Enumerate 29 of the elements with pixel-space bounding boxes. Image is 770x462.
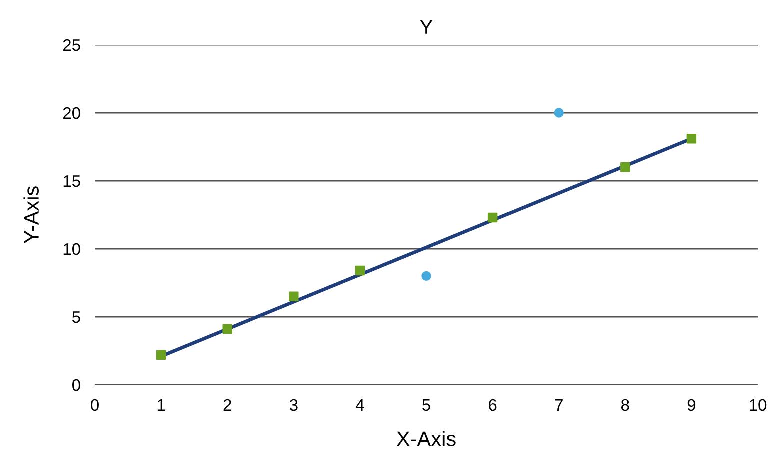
x-tick-label: 7	[555, 400, 563, 411]
point	[289, 292, 299, 302]
x-tick-label: 0	[91, 399, 99, 412]
x-tick-label: 2	[224, 399, 232, 411]
point	[355, 266, 366, 276]
point	[686, 134, 697, 144]
y-tick-label: 25	[63, 39, 80, 52]
x-axis-title: X-Axis	[396, 431, 456, 446]
x-tick-label: 9	[688, 399, 696, 412]
y-tick-label: 10	[64, 243, 80, 256]
y-tick-label: 15	[64, 176, 80, 188]
x-tick-label: 5	[422, 400, 430, 412]
point	[156, 350, 166, 360]
x-tick-label: 4	[356, 400, 364, 411]
y-tick-label: 0	[72, 379, 80, 392]
point	[488, 212, 498, 223]
y-tick-label: 5	[72, 312, 80, 324]
point	[554, 108, 564, 118]
x-tick-label: 3	[290, 399, 298, 412]
x-tick-label: 1	[158, 400, 166, 411]
x-tick-label: 10	[750, 399, 767, 412]
point	[422, 271, 432, 282]
point	[222, 324, 232, 334]
chart-title: Y	[420, 20, 433, 34]
y-axis-title: Y-Axis	[24, 186, 40, 244]
x-tick-label: 8	[621, 399, 630, 412]
y-tick-label: 20	[63, 107, 80, 120]
x-tick-label: 6	[489, 399, 497, 412]
point	[620, 162, 630, 172]
